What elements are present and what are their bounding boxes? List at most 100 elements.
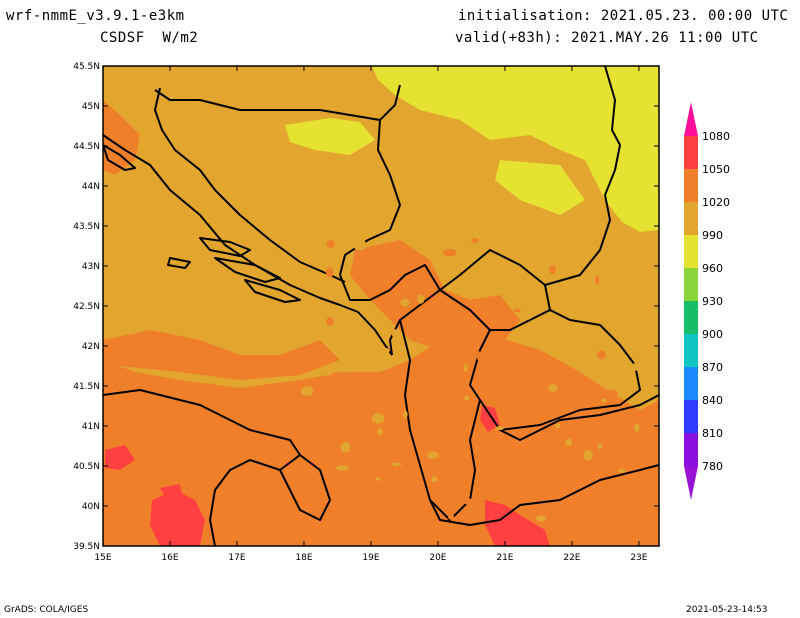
field-speckle — [617, 468, 626, 473]
field-speckle — [484, 234, 493, 241]
field-speckle — [336, 465, 350, 471]
field-speckle — [464, 395, 470, 401]
field-speckle — [442, 248, 457, 257]
legend-label: 780 — [702, 460, 723, 473]
lon-tick-label: 17E — [228, 553, 245, 563]
field-speckle — [375, 446, 383, 458]
field-speckle — [391, 462, 402, 467]
field-speckle — [431, 476, 438, 482]
legend-swatch — [684, 433, 698, 466]
border-serbia-east — [544, 66, 621, 286]
legend-label: 930 — [702, 295, 723, 308]
lat-tick-label: 44N — [82, 182, 100, 192]
field-speckle — [465, 249, 479, 258]
field-speckle — [332, 348, 339, 355]
lon-tick-label: 23E — [630, 553, 647, 563]
field-speckle — [417, 294, 425, 304]
field-speckle — [604, 389, 618, 398]
border-kosovo — [439, 249, 551, 331]
border-bosnia-serbia — [339, 119, 401, 276]
field-speckle — [583, 450, 594, 461]
field-speckle — [375, 392, 383, 397]
field-speckle — [476, 351, 483, 362]
field-speckle — [326, 240, 335, 249]
legend-swatch — [684, 400, 698, 433]
island-5 — [103, 144, 136, 171]
colorbar-legend: 1080 1050 1020 990 960 930 900 870 840 810 780 — [684, 102, 730, 500]
field-speckle — [417, 321, 423, 332]
legend-label: 870 — [702, 361, 723, 374]
field-yellow-east — [495, 160, 585, 215]
legend-swatch — [684, 202, 698, 235]
field-speckle — [525, 308, 532, 320]
field-speckle — [622, 503, 636, 513]
model-label: wrf-nmmE_v3.9.1-e3km — [6, 8, 185, 24]
lon-tick-label: 16E — [161, 553, 178, 563]
field-speckle — [364, 386, 372, 390]
field-speckle — [535, 515, 547, 522]
legend-swatch — [684, 235, 698, 268]
lat-tick-label: 43.5N — [73, 222, 100, 232]
legend-swatch — [684, 136, 698, 169]
legend-swatch — [684, 367, 698, 400]
field-red-patch-2 — [485, 500, 550, 546]
island-4 — [167, 257, 191, 269]
field-red-patch-3 — [105, 445, 135, 470]
field-speckle — [463, 363, 468, 372]
footer-credit: GrADS: COLA/IGES — [4, 605, 89, 615]
field-speckle — [428, 433, 440, 439]
field-speckle — [412, 329, 427, 339]
field-speckle — [340, 441, 351, 453]
field-speckle — [300, 386, 314, 397]
lat-tick-label: 43N — [82, 262, 100, 272]
field-speckle — [427, 451, 439, 459]
field-speckle — [391, 329, 399, 338]
field-speckle — [494, 426, 504, 431]
coastline-italy-heel — [279, 454, 331, 521]
legend-label: 1080 — [702, 130, 730, 143]
lat-tick-label: 42N — [82, 342, 100, 352]
border-north-macedonia — [469, 309, 641, 431]
lat-tick-label: 45N — [82, 102, 100, 112]
field-yellow-ne — [372, 66, 659, 232]
border-croatia-bosnia-north — [154, 84, 401, 121]
field-speckle — [371, 413, 385, 424]
field-speckle — [400, 299, 410, 307]
field-map — [103, 66, 659, 546]
field-speckle — [347, 437, 358, 447]
field-speckle — [449, 446, 458, 457]
field-yellow-north — [285, 118, 375, 155]
field-speckle — [601, 398, 607, 403]
legend-label: 840 — [702, 394, 723, 407]
island-3 — [244, 279, 301, 303]
lon-tick-label: 21E — [496, 553, 513, 563]
field-speckle — [555, 423, 561, 429]
field-speckle — [598, 330, 606, 336]
island-2 — [214, 257, 281, 283]
field-orange-west — [103, 100, 140, 175]
field-speckle — [464, 242, 472, 250]
field-red-patch-1 — [150, 490, 205, 546]
field-speckle — [380, 347, 390, 354]
lat-tick-label: 39.5N — [73, 542, 100, 552]
field-speckle — [486, 397, 492, 404]
legend-swatch — [684, 301, 698, 334]
lon-tick-label: 20E — [429, 553, 446, 563]
field-speckle — [595, 275, 600, 286]
field-speckles — [297, 228, 644, 522]
lon-tick-label: 22E — [563, 553, 580, 563]
field-speckle — [549, 264, 556, 275]
field-speckle — [333, 371, 342, 375]
lat-axis-labels: 45.5N 45N 44.5N 44N 43.5N 43N 42.5N 42N 41.5N 41N… — [73, 62, 100, 552]
field-orange-center — [350, 240, 520, 350]
border-montenegro — [339, 264, 441, 356]
legend-cap-bottom — [684, 466, 698, 500]
field-speckle — [500, 358, 509, 366]
legend-swatch — [684, 169, 698, 202]
field-speckle — [565, 438, 573, 447]
field-speckle — [464, 498, 475, 506]
country-borders — [103, 66, 659, 546]
legend-label: 810 — [702, 427, 723, 440]
field-speckle — [548, 384, 558, 393]
